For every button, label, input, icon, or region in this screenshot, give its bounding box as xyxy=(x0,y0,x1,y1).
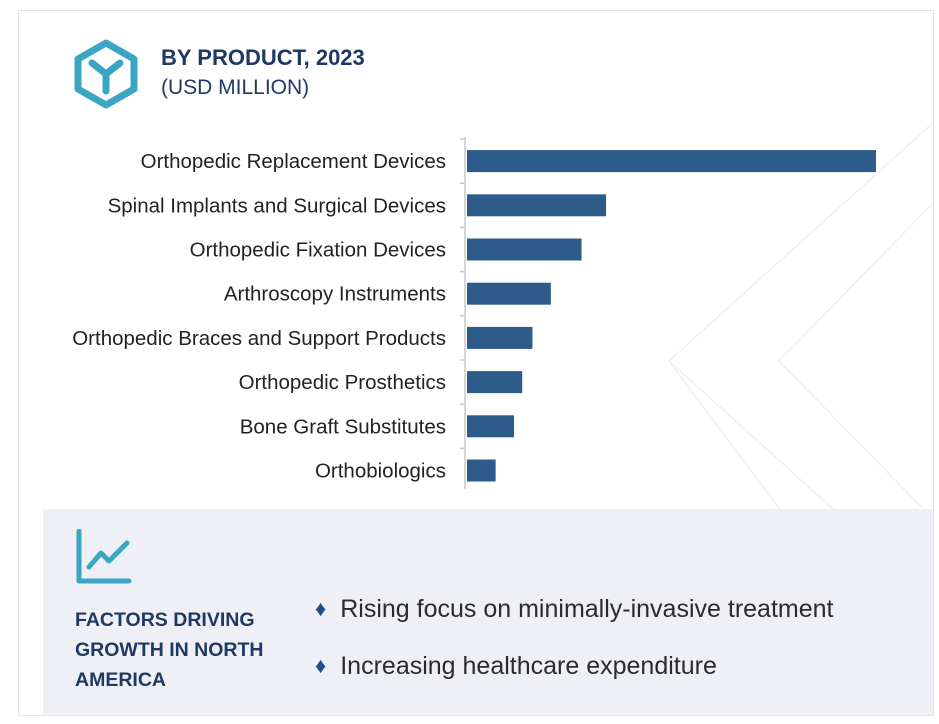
category-label: Orthopedic Replacement Devices xyxy=(141,150,446,173)
factor-text: Rising focus on minimally-invasive treat… xyxy=(340,594,834,623)
factor-text: Increasing healthcare expenditure xyxy=(340,651,717,680)
bar xyxy=(467,371,523,394)
bar xyxy=(467,459,496,482)
category-label: Orthopedic Braces and Support Products xyxy=(72,327,446,350)
chart-subtitle: (USD MILLION) xyxy=(161,76,310,99)
bar xyxy=(467,326,533,349)
category-label: Orthopedic Prosthetics xyxy=(239,371,446,394)
diamond-bullet-icon: ♦ xyxy=(315,653,327,678)
bar xyxy=(467,415,515,438)
bar xyxy=(467,282,551,305)
trend-line-chart-icon xyxy=(76,529,132,584)
category-label: Bone Graft Substitutes xyxy=(240,415,446,438)
factor-item: ♦ Rising focus on minimally-invasive tre… xyxy=(315,593,833,625)
bar-chart: Orthopedic Replacement Devices Spinal Imp… xyxy=(72,137,876,489)
factor-item: ♦ Increasing healthcare expenditure xyxy=(315,650,717,682)
chart-title: BY PRODUCT, 2023 xyxy=(161,45,365,70)
hexagon-y-logo-icon xyxy=(74,39,138,109)
chart-card: BY PRODUCT, 2023 (USD MILLION) Orthopedi… xyxy=(18,10,934,716)
category-label: Orthobiologics xyxy=(315,460,446,483)
factors-panel: FACTORS DRIVING GROWTH IN NORTH AMERICA … xyxy=(43,509,933,715)
factors-title: FACTORS DRIVING GROWTH IN NORTH AMERICA xyxy=(75,609,264,691)
bar xyxy=(467,194,607,217)
diamond-bullet-icon: ♦ xyxy=(315,596,327,621)
bar xyxy=(467,150,876,173)
category-label: Arthroscopy Instruments xyxy=(224,283,446,306)
category-label: Spinal Implants and Surgical Devices xyxy=(108,194,446,217)
category-label: Orthopedic Fixation Devices xyxy=(190,239,446,262)
bar xyxy=(467,238,582,261)
